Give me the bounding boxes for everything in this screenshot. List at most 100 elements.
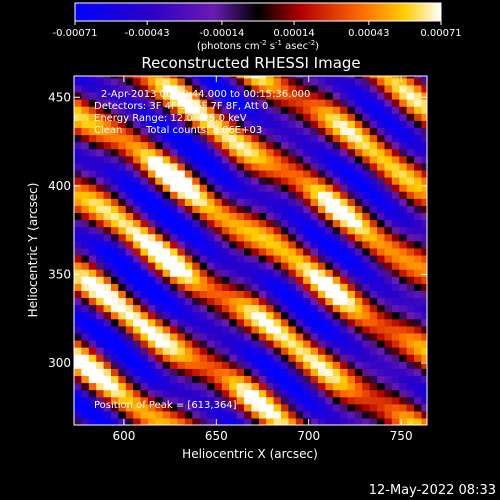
heatmap-pixel [369, 283, 378, 291]
heatmap-pixel [244, 325, 253, 334]
heatmap-pixel [162, 283, 171, 291]
heatmap-pixel [325, 191, 334, 199]
heatmap-pixel [303, 155, 312, 164]
heatmap-pixel [118, 106, 127, 114]
heatmap-pixel [244, 332, 253, 341]
heatmap-pixel [354, 332, 363, 341]
heatmap-pixel [74, 382, 82, 391]
heatmap-pixel [340, 339, 349, 348]
heatmap-pixel [295, 191, 304, 199]
heatmap-pixel [273, 389, 282, 398]
heatmap-pixel [74, 410, 82, 419]
heatmap-pixel [110, 84, 119, 93]
heatmap-pixel [384, 205, 393, 214]
annotation-detectors: Detectors: 3F 4F 5F 6F 7F 8F, Att 0 [94, 101, 268, 112]
heatmap-pixel [103, 311, 112, 320]
heatmap-pixel [362, 382, 371, 391]
heatmap-pixel [155, 254, 164, 263]
heatmap-pixel [103, 162, 112, 171]
heatmap-pixel [332, 233, 341, 242]
heatmap-pixel [229, 205, 238, 214]
heatmap-pixel [244, 212, 253, 221]
heatmap-pixel [273, 311, 282, 320]
heatmap-pixel [177, 120, 186, 128]
heatmap-pixel [229, 148, 238, 157]
heatmap-pixel [391, 176, 400, 185]
heatmap-pixel [96, 375, 105, 384]
heatmap-pixel [273, 325, 282, 334]
heatmap-pixel [369, 417, 378, 425]
heatmap-pixel [147, 184, 156, 192]
heatmap-pixel [332, 403, 341, 412]
heatmap-pixel [391, 276, 400, 284]
heatmap-pixel [118, 347, 127, 355]
heatmap-pixel [288, 99, 297, 107]
heatmap-pixel [406, 127, 415, 136]
heatmap-pixel [258, 332, 267, 341]
heatmap-pixel [295, 113, 304, 121]
heatmap-pixel [273, 368, 282, 376]
heatmap-pixel [406, 120, 415, 128]
heatmap-pixel [354, 375, 363, 384]
heatmap-pixel [377, 120, 386, 128]
heatmap-pixel [147, 318, 156, 327]
heatmap-pixel [303, 162, 312, 171]
heatmap-pixel [399, 219, 408, 228]
heatmap-pixel [280, 403, 289, 412]
heatmap-pixel [354, 382, 363, 391]
heatmap-pixel [110, 318, 119, 327]
heatmap-pixel [258, 318, 267, 327]
heatmap-pixel [317, 297, 326, 306]
heatmap-pixel [414, 134, 423, 143]
heatmap-pixel [118, 269, 127, 277]
heatmap-pixel [110, 184, 119, 192]
heatmap-pixel [347, 240, 356, 249]
heatmap-pixel [391, 325, 400, 334]
heatmap-pixel [251, 176, 260, 185]
heatmap-pixel [207, 262, 216, 270]
heatmap-pixel [295, 127, 304, 136]
heatmap-pixel [96, 354, 105, 362]
heatmap-pixel [399, 148, 408, 157]
heatmap-pixel [369, 262, 378, 270]
heatmap-pixel [310, 389, 319, 398]
heatmap-pixel [207, 198, 216, 206]
heatmap-pixel [207, 361, 216, 369]
heatmap-pixel [110, 226, 119, 235]
heatmap-pixel [214, 219, 223, 228]
heatmap-pixel [162, 382, 171, 391]
heatmap-pixel [251, 297, 260, 306]
heatmap-pixel [170, 191, 179, 199]
heatmap-pixel [399, 417, 408, 425]
heatmap-pixel [266, 141, 275, 150]
heatmap-pixel [110, 205, 119, 214]
heatmap-pixel [140, 155, 149, 164]
heatmap-pixel [147, 339, 156, 348]
heatmap-pixel [362, 226, 371, 235]
heatmap-pixel [207, 141, 216, 150]
heatmap-pixel [288, 304, 297, 313]
heatmap-pixel [140, 84, 149, 93]
heatmap-pixel [384, 403, 393, 412]
heatmap-pixel [362, 240, 371, 249]
heatmap-pixel [229, 176, 238, 185]
heatmap-pixel [96, 127, 105, 136]
heatmap-pixel [414, 162, 423, 171]
heatmap-pixel [421, 361, 427, 369]
heatmap-pixel [192, 120, 201, 128]
heatmap-pixel [288, 240, 297, 249]
heatmap-pixel [199, 332, 208, 341]
heatmap-pixel [362, 354, 371, 362]
heatmap-pixel [155, 325, 164, 334]
heatmap-pixel [81, 162, 90, 171]
heatmap-pixel [384, 396, 393, 405]
heatmap-pixel [74, 184, 82, 192]
heatmap-pixel [258, 304, 267, 313]
heatmap-pixel [310, 233, 319, 242]
heatmap-pixel [147, 219, 156, 228]
heatmap-pixel [354, 176, 363, 185]
heatmap-pixel [251, 311, 260, 320]
heatmap-pixel [347, 375, 356, 384]
heatmap-pixel [391, 417, 400, 425]
heatmap-pixel [295, 219, 304, 228]
